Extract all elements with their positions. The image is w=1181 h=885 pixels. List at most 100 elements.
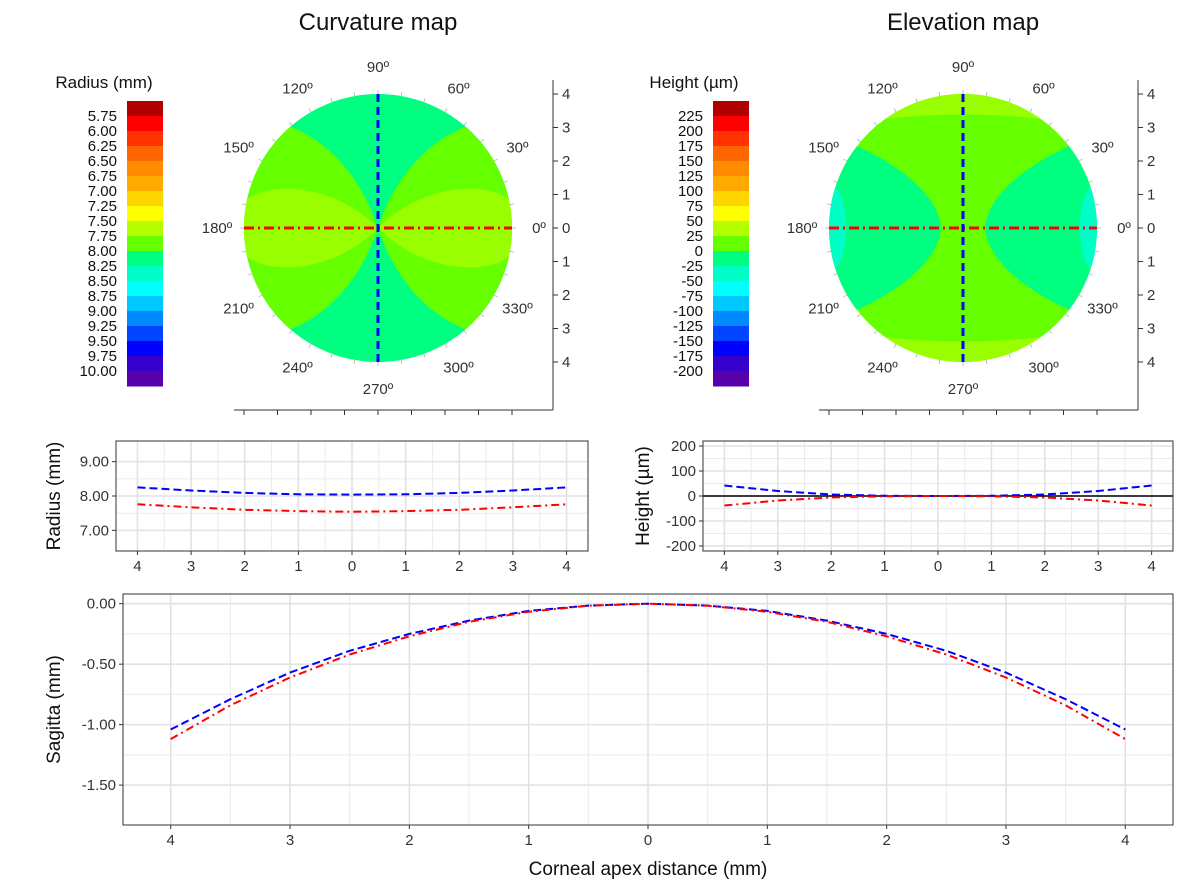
angle-tick [288,330,293,335]
x-tick-label: 0 [348,558,356,575]
legend-swatch [127,116,163,132]
legend-swatch [127,206,163,222]
elevation-legend-title: Height (µm) [649,73,738,92]
x-tick-label: 2 [827,558,835,575]
legend-swatch [127,356,163,372]
angle-tick [873,330,878,335]
legend-label: 225 [678,108,703,125]
legend-swatch [713,281,749,297]
legend-swatch [713,221,749,237]
legend-swatch [127,281,163,297]
elevation-color-legend: 2252001751501251007550250-25-50-75-100-1… [673,101,749,387]
elevation-map: 0º 30º 60º 90º 120º 150º 180º 210º 240º 270º 300º 3… [787,59,1155,415]
angle-label: 90º [952,59,975,76]
x-tick-label: 0 [934,558,942,575]
legend-swatch [127,341,163,357]
x-tick-label: 3 [187,558,195,575]
legend-label: -75 [681,288,703,305]
x-tick-label: 4 [133,558,141,575]
sagitta-profile-panel: 0.00 -0.50 -1.00 -1.50 4 3 2 1 0 1 2 3 4 Sagitta (mm)… [44,593,1174,880]
angle-tick [463,121,468,126]
legend-label: 150 [678,153,703,170]
x-tick-label: 3 [1002,832,1010,849]
legend-label: 6.25 [88,138,117,155]
legend-label: -125 [673,318,703,335]
y-tick-label: -1.00 [82,717,116,734]
angle-tick [288,121,293,126]
angle-tick [938,92,941,97]
legend-label: 10.00 [79,363,117,380]
x-tick-label: 0 [644,832,652,849]
angle-label: 300º [1028,359,1059,376]
legend-swatch [127,101,163,117]
x-tick-label: 2 [405,832,413,849]
x-tick-label: 1 [763,832,771,849]
angle-tick [1048,121,1053,126]
x-tick-label: 4 [562,558,570,575]
elevation-left-lobe [829,133,941,323]
legend-swatch [127,146,163,162]
angle-label: 0º [1117,220,1131,237]
legend-swatch [713,206,749,222]
angle-label: 60º [1032,81,1055,98]
angle-tick [915,98,918,103]
legend-swatch [713,371,749,387]
angle-label: 210º [223,301,254,318]
legend-swatch [127,176,163,192]
legend-label: -25 [681,258,703,275]
radial-tick-label: 1 [562,187,570,204]
angle-tick [248,273,253,276]
legend-swatch [127,311,163,327]
angle-label: 60º [447,81,470,98]
angle-label: 90º [367,59,390,76]
angle-label: 180º [202,220,233,237]
legend-swatch [127,221,163,237]
y-tick-label: 0.00 [87,596,116,613]
angle-tick [1029,108,1033,113]
legend-label: 5.75 [88,108,117,125]
radial-tick-label: 1 [562,254,570,271]
y-tick-label: 200 [671,438,696,455]
y-tick-label: 9.00 [80,454,109,471]
angle-tick [258,158,263,162]
legend-label: 50 [686,213,703,230]
legend-swatch [713,311,749,327]
angle-tick [423,353,426,358]
angle-tick [444,108,448,113]
angle-tick [400,92,403,97]
angle-tick [833,180,838,183]
angle-label: 150º [223,140,254,157]
angle-tick [493,158,498,162]
angle-tick [873,121,878,126]
x-tick-label: 1 [987,558,995,575]
angle-tick [444,343,448,348]
y-tick-label: 100 [671,463,696,480]
angle-tick [985,92,988,97]
angle-tick [1008,98,1011,103]
angle-tick [353,92,356,97]
panel-border [702,440,1174,552]
legend-label: 7.00 [88,183,117,200]
angle-tick [843,294,848,298]
legend-swatch [713,176,749,192]
radial-tick-label: 2 [562,153,570,170]
legend-swatch [127,236,163,252]
angle-tick [330,353,333,358]
legend-label: 200 [678,123,703,140]
angle-tick [463,330,468,335]
y-axis-title: Radius (mm) [44,442,65,551]
angle-tick [1094,250,1099,253]
legend-label: 25 [686,228,703,245]
x-tick-label: 3 [1094,558,1102,575]
radial-tick-label: 1 [1147,187,1155,204]
legend-swatch [713,191,749,207]
angle-label: 330º [1087,301,1118,318]
legend-label: 6.00 [88,123,117,140]
angle-tick [271,313,276,318]
angle-tick [242,203,247,206]
x-tick-label: 1 [525,832,533,849]
height-profile-panel: 200 100 0 -100 -200 4 3 2 1 0 1 2 3 4 Height (µm) [633,438,1174,575]
legend-label: -50 [681,273,703,290]
angle-label: 210º [808,301,839,318]
angle-tick [480,138,485,143]
